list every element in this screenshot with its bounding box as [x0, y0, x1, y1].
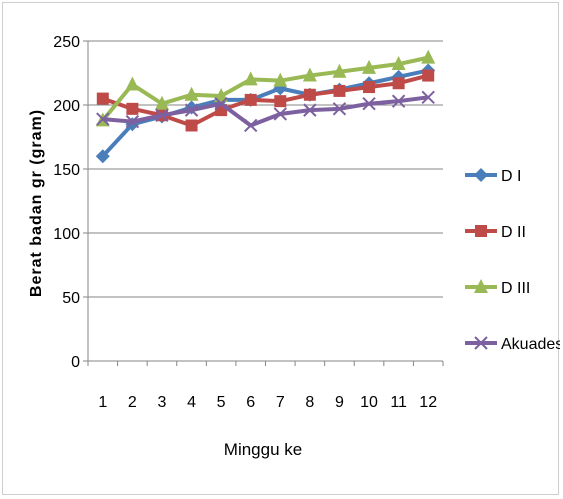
- data-point-d-ii: [333, 84, 346, 97]
- y-tick-labels: 0 50 100 150 200 250: [53, 34, 80, 371]
- marker-stroke: [303, 103, 317, 117]
- marker-stroke: [391, 94, 406, 108]
- data-point-d-ii: [185, 119, 198, 132]
- legend-label: D I: [501, 168, 521, 185]
- x-tick-label: 1: [98, 394, 107, 411]
- legend-item-d-iii: D III: [465, 279, 530, 297]
- data-point-d-iii: [154, 95, 169, 110]
- x-tick-label: 8: [305, 394, 314, 411]
- series-group: [95, 49, 436, 164]
- data-point-akuades: [96, 112, 110, 126]
- data-point-d-ii: [274, 95, 287, 108]
- y-axis-label: Berat badan gr (gram): [28, 109, 45, 297]
- data-point-d-iii: [302, 67, 317, 82]
- marker-stroke: [273, 107, 287, 121]
- marker-stroke: [214, 97, 228, 111]
- data-point-d-ii: [244, 93, 257, 106]
- x-tick-label: 6: [246, 394, 255, 411]
- data-point-akuades: [273, 107, 287, 121]
- legend-marker: [474, 336, 488, 350]
- data-point-d-ii: [422, 69, 435, 82]
- marker-stroke: [362, 97, 376, 111]
- marker-stroke: [474, 336, 488, 350]
- data-point-d-ii: [392, 77, 405, 90]
- data-point-d-ii: [96, 92, 109, 105]
- data-point-d-iii: [332, 63, 347, 78]
- data-point-d-i: [95, 149, 110, 164]
- data-point-d-ii: [126, 102, 139, 115]
- marker-stroke: [96, 112, 110, 126]
- legend-item-d-ii: D II: [465, 224, 526, 241]
- data-point-akuades: [362, 97, 376, 111]
- data-point-d-ii: [363, 81, 376, 94]
- y-tick-label: 250: [53, 34, 80, 51]
- data-point-d-iii: [273, 72, 288, 87]
- data-point-akuades: [184, 103, 199, 117]
- data-point-d-iii: [362, 59, 377, 74]
- x-tick-label: 9: [335, 394, 344, 411]
- x-axis-label: Minggu ke: [224, 440, 302, 459]
- marker-stroke: [421, 90, 435, 105]
- x-tick-label: 11: [390, 394, 407, 411]
- data-point-d-ii: [303, 88, 316, 101]
- y-tick-label: 50: [62, 290, 80, 307]
- legend-label: Akuades: [501, 336, 560, 353]
- data-point-akuades: [244, 118, 258, 133]
- data-point-akuades: [125, 114, 140, 129]
- legend-marker: [474, 168, 488, 182]
- legend-marker: [474, 279, 488, 293]
- data-point-akuades: [155, 108, 169, 122]
- x-tick-label: 12: [419, 394, 437, 411]
- series-akuades: [96, 90, 435, 133]
- marker-stroke: [125, 114, 140, 129]
- x-tick-label: 3: [158, 394, 167, 411]
- x-tick-label: 10: [360, 394, 378, 411]
- data-point-akuades: [214, 97, 228, 111]
- data-point-d-iii: [391, 56, 406, 71]
- series-line-d-iii: [101, 55, 429, 122]
- series-line-akuades: [102, 95, 429, 128]
- legend: D I D II D III Akuades: [465, 168, 560, 353]
- marker-stroke: [184, 103, 199, 117]
- x-tick-labels: 1 2 3 4 5 6 7 8 9 10 11 12: [98, 394, 437, 411]
- data-point-akuades: [421, 90, 435, 105]
- data-point-d-iii: [125, 76, 140, 91]
- x-tick-label: 2: [128, 394, 137, 411]
- x-tick-label: 4: [187, 394, 196, 411]
- data-point-d-iii: [243, 71, 258, 86]
- y-tick-label: 0: [71, 354, 80, 371]
- axes: [83, 40, 444, 366]
- data-point-d-iii: [421, 49, 436, 64]
- y-tick-label: 150: [53, 162, 80, 179]
- legend-marker: [475, 225, 487, 237]
- data-point-akuades: [391, 94, 406, 108]
- legend-item-d-i: D I: [465, 168, 521, 185]
- series-d-iii: [95, 49, 436, 127]
- series-d-ii: [96, 69, 435, 132]
- data-point-d-iii: [184, 86, 199, 101]
- marker-stroke: [244, 118, 258, 133]
- data-point-akuades: [332, 102, 347, 116]
- data-point-akuades: [303, 103, 317, 117]
- legend-label: D II: [501, 224, 526, 241]
- data-point-d-iii: [214, 88, 229, 103]
- gridlines: [88, 40, 443, 298]
- x-tick-label: 5: [217, 394, 226, 411]
- x-tick-label: 7: [276, 394, 285, 411]
- legend-label: D III: [501, 280, 530, 297]
- legend-item-akuades: Akuades: [465, 336, 560, 353]
- marker-stroke: [332, 102, 347, 116]
- marker-stroke: [155, 108, 169, 122]
- y-tick-label: 100: [53, 226, 80, 243]
- y-tick-label: 200: [53, 98, 80, 115]
